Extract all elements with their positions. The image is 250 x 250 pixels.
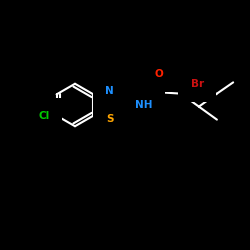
- Text: Br: Br: [190, 79, 204, 89]
- Text: NH: NH: [135, 100, 152, 110]
- Text: S: S: [106, 114, 114, 124]
- Text: N: N: [105, 86, 114, 96]
- Text: Cl: Cl: [38, 110, 50, 121]
- Text: O: O: [154, 69, 163, 80]
